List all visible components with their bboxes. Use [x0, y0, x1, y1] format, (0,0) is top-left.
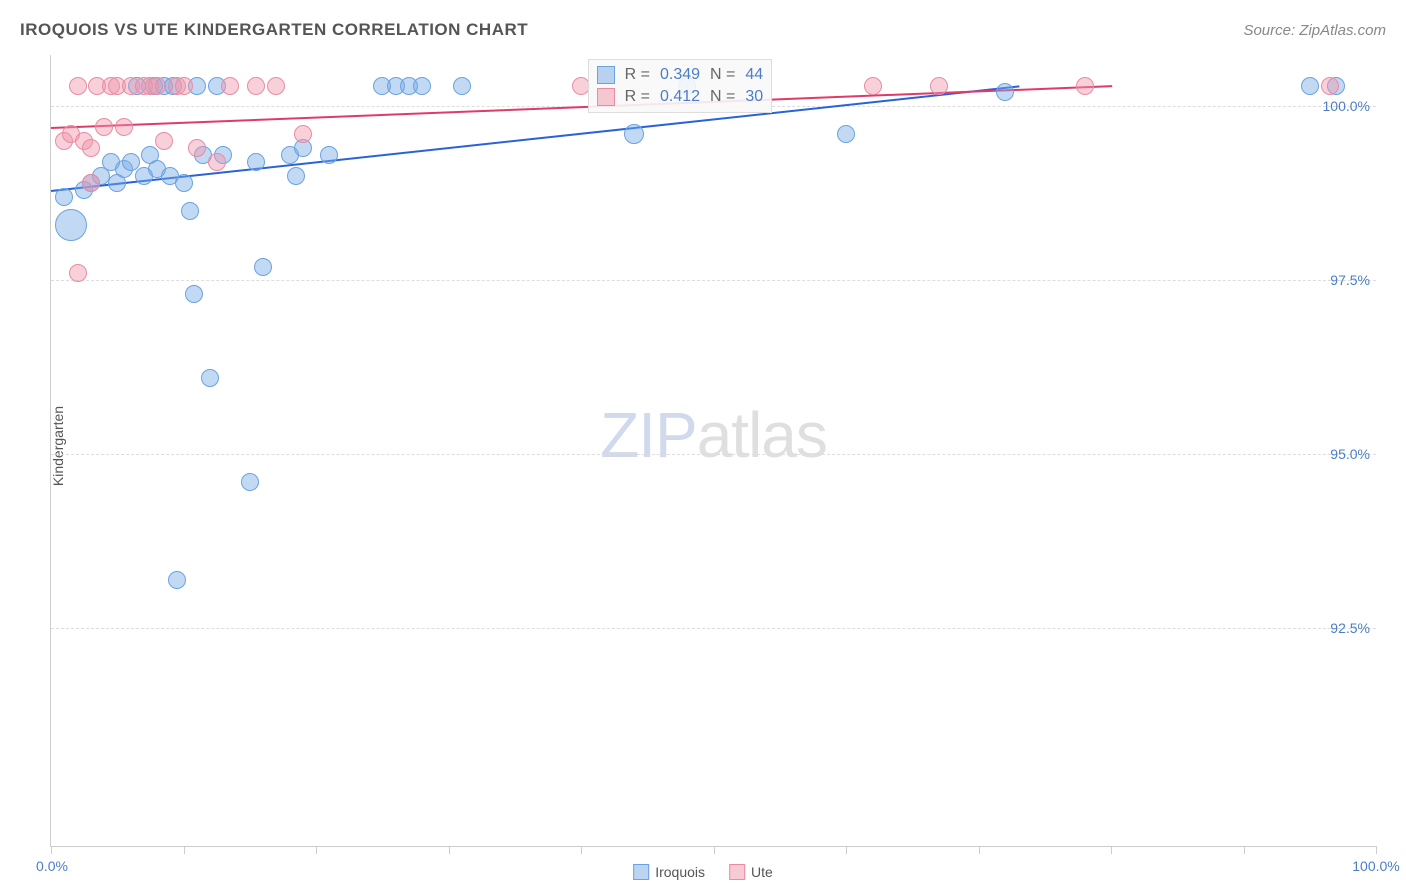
legend-item-ute: Ute: [729, 864, 773, 880]
chart-header: IROQUOIS VS UTE KINDERGARTEN CORRELATION…: [20, 20, 1386, 40]
x-tick: [316, 846, 317, 854]
x-tick: [51, 846, 52, 854]
data-point-ute: [930, 77, 948, 95]
data-point-ute: [82, 139, 100, 157]
y-tick-label: 100.0%: [1323, 98, 1370, 114]
data-point-iroquois: [254, 258, 272, 276]
data-point-ute: [1321, 77, 1339, 95]
data-point-iroquois: [1301, 77, 1319, 95]
legend-label: Iroquois: [655, 864, 705, 880]
data-point-iroquois: [55, 188, 73, 206]
chart-area: ZIPatlas 100.0% 97.5% 95.0% 92.5% R = 0.349 N …: [50, 55, 1376, 847]
data-point-iroquois: [241, 473, 259, 491]
data-point-iroquois: [185, 285, 203, 303]
data-point-iroquois: [247, 153, 265, 171]
x-tick: [846, 846, 847, 854]
data-point-ute: [175, 77, 193, 95]
x-tick: [714, 846, 715, 854]
data-point-iroquois: [837, 125, 855, 143]
x-label-min: 0.0%: [36, 858, 68, 874]
data-point-ute: [208, 153, 226, 171]
data-point-ute: [1076, 77, 1094, 95]
y-tick-label: 92.5%: [1330, 620, 1370, 636]
x-tick: [1111, 846, 1112, 854]
n-label: N =: [710, 88, 735, 106]
watermark-atlas: atlas: [697, 399, 827, 471]
stats-row: R = 0.349 N = 44: [597, 64, 764, 86]
data-point-iroquois: [181, 202, 199, 220]
r-label: R =: [625, 88, 650, 106]
y-tick-label: 97.5%: [1330, 272, 1370, 288]
data-point-iroquois: [168, 571, 186, 589]
grid-line: [51, 454, 1376, 455]
data-point-iroquois: [413, 77, 431, 95]
x-tick: [1376, 846, 1377, 854]
data-point-iroquois: [996, 83, 1014, 101]
r-label: R =: [625, 66, 650, 84]
x-tick: [1244, 846, 1245, 854]
x-tick: [979, 846, 980, 854]
grid-line: [51, 280, 1376, 281]
r-value: 0.412: [660, 88, 700, 106]
n-label: N =: [710, 66, 735, 84]
data-point-iroquois: [175, 174, 193, 192]
legend-item-iroquois: Iroquois: [633, 864, 705, 880]
data-point-ute: [267, 77, 285, 95]
n-value: 30: [745, 88, 763, 106]
data-point-ute: [864, 77, 882, 95]
x-tick: [184, 846, 185, 854]
data-point-ute: [69, 264, 87, 282]
data-point-iroquois: [201, 369, 219, 387]
data-point-iroquois: [55, 209, 87, 241]
data-point-ute: [188, 139, 206, 157]
source-label: Source: ZipAtlas.com: [1243, 22, 1386, 39]
legend-swatch: [729, 864, 745, 880]
x-label-max: 100.0%: [1352, 858, 1399, 874]
x-tick: [449, 846, 450, 854]
y-tick-label: 95.0%: [1330, 446, 1370, 462]
stats-row: R = 0.412 N = 30: [597, 86, 764, 108]
stats-box: R = 0.349 N = 44 R = 0.412 N = 30: [588, 59, 773, 113]
data-point-ute: [155, 132, 173, 150]
series-swatch: [597, 88, 615, 106]
data-point-iroquois: [624, 124, 644, 144]
data-point-ute: [148, 77, 166, 95]
grid-line: [51, 628, 1376, 629]
data-point-ute: [82, 174, 100, 192]
data-point-ute: [115, 118, 133, 136]
r-value: 0.349: [660, 66, 700, 84]
data-point-ute: [69, 77, 87, 95]
data-point-ute: [247, 77, 265, 95]
data-point-iroquois: [320, 146, 338, 164]
data-point-ute: [294, 125, 312, 143]
legend-label: Ute: [751, 864, 773, 880]
n-value: 44: [745, 66, 763, 84]
watermark: ZIPatlas: [600, 398, 827, 472]
chart-title: IROQUOIS VS UTE KINDERGARTEN CORRELATION…: [20, 20, 528, 40]
legend-swatch: [633, 864, 649, 880]
legend: Iroquois Ute: [633, 864, 773, 880]
data-point-ute: [221, 77, 239, 95]
x-tick: [581, 846, 582, 854]
watermark-zip: ZIP: [600, 399, 697, 471]
series-swatch: [597, 66, 615, 84]
data-point-iroquois: [287, 167, 305, 185]
data-point-iroquois: [453, 77, 471, 95]
data-point-ute: [95, 118, 113, 136]
